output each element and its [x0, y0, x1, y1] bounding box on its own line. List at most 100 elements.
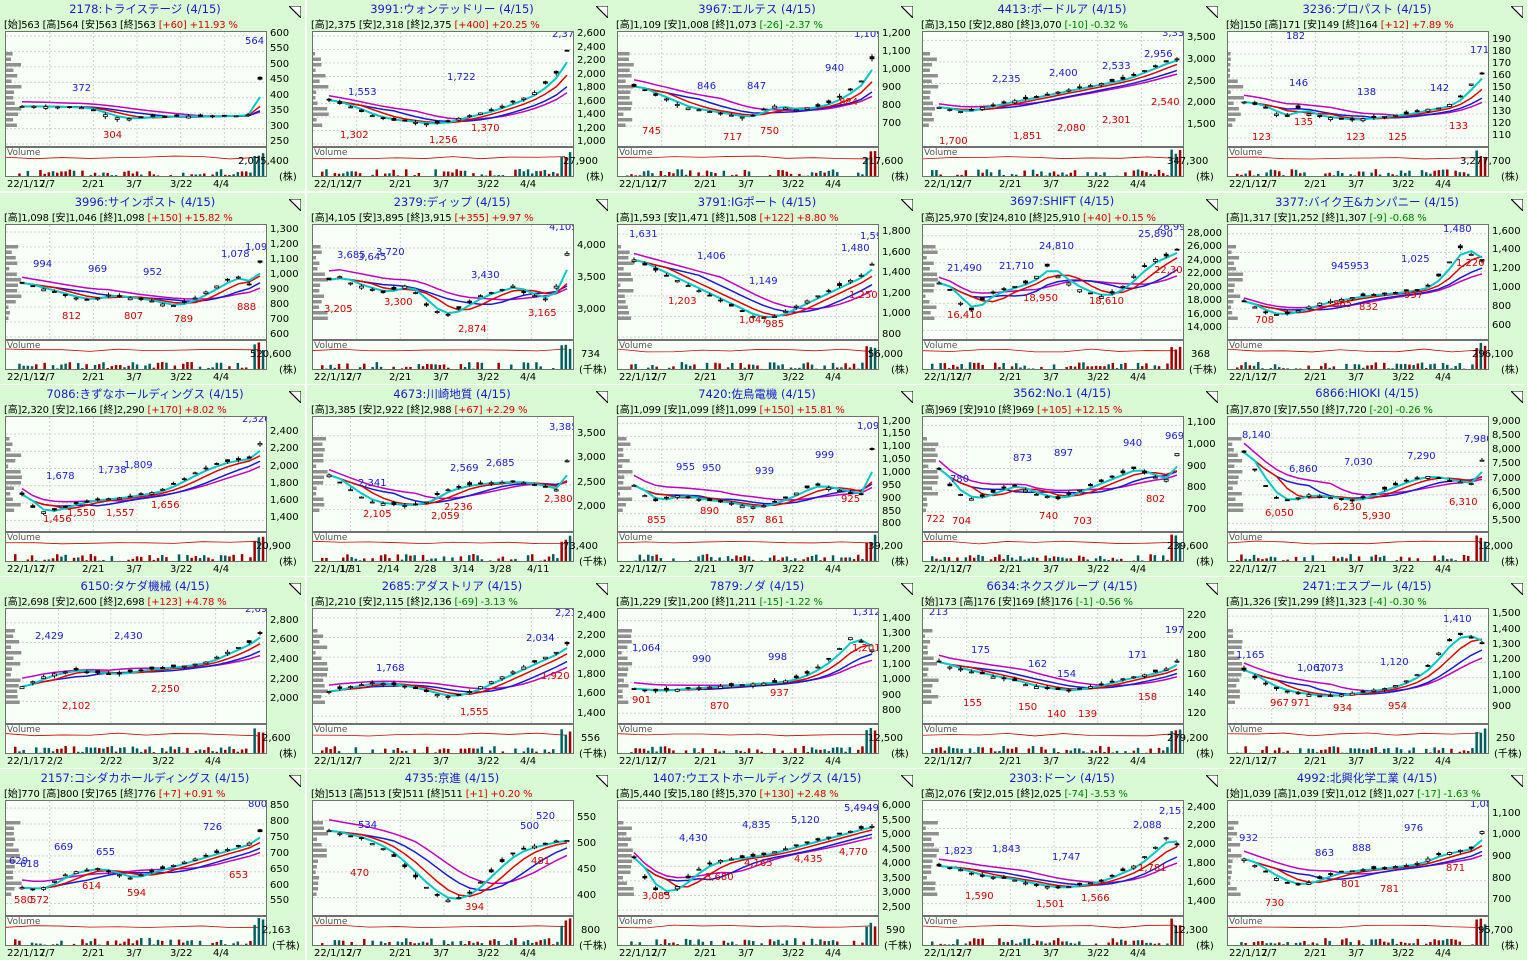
- corner-fold-icon[interactable]: [901, 388, 913, 400]
- corner-fold-icon[interactable]: [289, 772, 301, 784]
- volume-profile-bar: [923, 284, 935, 288]
- volume-bar: [861, 174, 864, 177]
- stock-panel[interactable]: 3791:IGポート (4/15)[高]1,593 [安]1,471 [終]1,…: [612, 193, 917, 384]
- stock-panel[interactable]: 3562:No.1 (4/15)[高]969 [安]910 [終]969 [+1…: [917, 385, 1222, 576]
- volume-bar: [321, 943, 324, 946]
- stock-panel[interactable]: 6150:タケダ機械 (4/15)[高]2,698 [安]2,600 [終]2,…: [0, 577, 305, 768]
- corner-fold-icon[interactable]: [1511, 580, 1523, 592]
- stock-panel[interactable]: 3967:エルテス (4/15)[高]1,109 [安]1,008 [終]1,0…: [612, 0, 917, 191]
- corner-fold-icon[interactable]: [1206, 580, 1218, 592]
- volume-bar: [1116, 751, 1119, 754]
- volume-bar: [1320, 750, 1323, 754]
- candle-body: [675, 689, 679, 691]
- candle-body: [435, 894, 439, 895]
- candle-body: [664, 275, 668, 276]
- volume-bar: [1070, 366, 1073, 370]
- corner-fold-icon[interactable]: [289, 3, 301, 15]
- volume-area: Volume: [922, 724, 1184, 754]
- stock-panel[interactable]: 4992:北興化学工業 (4/15)[始]1,039 [高]1,039 [安]1…: [1222, 769, 1527, 960]
- volume-profile-bar: [6, 284, 18, 288]
- stock-panel[interactable]: 2685:アダストリア (4/15)[高]2,210 [安]2,115 [終]2…: [307, 577, 612, 768]
- high-marker-label: 1,631: [629, 229, 658, 240]
- stock-panel[interactable]: 7879:ノダ (4/15)[高]1,229 [安]1,200 [終]1,211…: [612, 577, 917, 768]
- volume-bar: [998, 367, 1001, 370]
- volume-bar: [199, 558, 202, 562]
- volume-bar: [1154, 944, 1157, 946]
- high-marker-label: 26,990: [1157, 224, 1184, 233]
- stock-panel[interactable]: 2471:エスプール (4/15)[高]1,326 [安]1,299 [終]1,…: [1222, 577, 1527, 768]
- stock-panel[interactable]: 3991:ウォンテッドリー (4/15)[高]2,375 [安]2,318 [終…: [307, 0, 612, 191]
- volume-profile-bar: [618, 107, 631, 111]
- volume-bar: [35, 747, 38, 754]
- volume-bar: [1341, 753, 1344, 754]
- stock-panel[interactable]: 3377:バイク王&カンパニー (4/15)[高]1,317 [安]1,252 …: [1222, 193, 1527, 384]
- stock-panel[interactable]: 2157:コシダカホールディングス (4/15)[始]770 [高]800 [安…: [0, 769, 305, 960]
- x-tick-label: 2/21: [694, 179, 716, 190]
- stock-panel[interactable]: 1407:ウエストホールディングス (4/15)[高]5,440 [安]5,18…: [612, 769, 917, 960]
- stock-panel[interactable]: 7420:佐鳥電機 (4/15)[高]1,099 [安]1,099 [終]1,0…: [612, 385, 917, 576]
- volume-bar: [27, 366, 30, 370]
- corner-fold-icon[interactable]: [1206, 388, 1218, 400]
- corner-fold-icon[interactable]: [1511, 196, 1523, 208]
- volume-bar: [363, 939, 366, 946]
- corner-fold-icon[interactable]: [901, 580, 913, 592]
- corner-fold-icon[interactable]: [289, 580, 301, 592]
- corner-fold-icon[interactable]: [596, 580, 608, 592]
- volume-bar: [1103, 752, 1106, 754]
- stock-panel[interactable]: 3236:プロパスト (4/15)[始]150 [高]171 [安]149 [終…: [1222, 0, 1527, 191]
- volume-bar: [31, 555, 34, 562]
- volume-bar: [148, 938, 151, 946]
- x-tick-label: 2/21: [82, 948, 104, 959]
- volume-bar: [1400, 749, 1403, 754]
- corner-fold-icon[interactable]: [1206, 3, 1218, 15]
- stock-panel[interactable]: 4413:ボードルア (4/15)[高]3,150 [安]2,880 [終]3,…: [917, 0, 1222, 191]
- stock-panel[interactable]: 3996:サインポスト (4/15)[高]1,098 [安]1,046 [終]1…: [0, 193, 305, 384]
- volume-svg: [313, 917, 574, 946]
- corner-fold-icon[interactable]: [901, 3, 913, 15]
- volume-unit-label: (株): [1196, 553, 1214, 568]
- stock-panel[interactable]: 2379:ディップ (4/15)[高]4,105 [安]3,895 [終]3,9…: [307, 193, 612, 384]
- corner-fold-icon[interactable]: [596, 3, 608, 15]
- stock-panel[interactable]: 4735:京進 (4/15)[始]513 [高]513 [安]511 [終]51…: [307, 769, 612, 960]
- stock-panel[interactable]: 2178:トライステージ (4/15)[始]563 [高]564 [安]563 …: [0, 0, 305, 191]
- corner-fold-icon[interactable]: [1511, 388, 1523, 400]
- corner-fold-icon[interactable]: [901, 772, 913, 784]
- corner-fold-icon[interactable]: [596, 388, 608, 400]
- volume-bar: [514, 369, 517, 370]
- stock-panel[interactable]: 2303:ドーン (4/15)[高]2,076 [安]2,015 [終]2,02…: [917, 769, 1222, 960]
- y-tick-label: 2,000: [270, 693, 299, 704]
- low-marker-label: 18,610: [1089, 296, 1124, 307]
- volume-max-label: 56,000: [868, 349, 903, 360]
- candle-body: [489, 483, 493, 484]
- corner-fold-icon[interactable]: [1511, 772, 1523, 784]
- corner-fold-icon[interactable]: [1206, 196, 1218, 208]
- corner-fold-icon[interactable]: [289, 196, 301, 208]
- stock-panel[interactable]: 6634:ネクスグループ (4/15)[始]173 [高]176 [安]169 …: [917, 577, 1222, 768]
- corner-fold-icon[interactable]: [596, 196, 608, 208]
- candle-body: [359, 838, 363, 839]
- corner-fold-icon[interactable]: [289, 388, 301, 400]
- volume-profile-bar: [1228, 509, 1243, 513]
- x-tick-label: 2/7: [39, 179, 55, 190]
- corner-fold-icon[interactable]: [1206, 772, 1218, 784]
- candle-body: [1307, 695, 1311, 697]
- corner-fold-icon[interactable]: [901, 196, 913, 208]
- candle-body: [370, 289, 374, 290]
- volume-label: Volume: [1229, 341, 1262, 351]
- volume-profile-bar: [6, 635, 13, 639]
- candle-body: [435, 121, 439, 123]
- volume-bar: [1354, 175, 1357, 177]
- corner-fold-icon[interactable]: [1511, 3, 1523, 15]
- volume-max-label: 800: [581, 925, 600, 936]
- volume-bar: [798, 174, 801, 177]
- stock-panel[interactable]: 7086:きずなホールディングス (4/15)[高]2,320 [安]2,166…: [0, 385, 305, 576]
- stock-panel[interactable]: 3697:SHIFT (4/15)[高]25,970 [安]24,810 [終]…: [917, 193, 1222, 384]
- volume-bar: [765, 176, 768, 177]
- stock-panel[interactable]: 6866:HIOKI (4/15)[高]7,870 [安]7,550 [終]7,…: [1222, 385, 1527, 576]
- stock-panel[interactable]: 4673:川崎地質 (4/15)[高]3,385 [安]2,922 [終]2,9…: [307, 385, 612, 576]
- corner-fold-icon[interactable]: [596, 772, 608, 784]
- price-change: [+1] +0.20 %: [466, 789, 533, 800]
- x-tick-label: 3/7: [738, 179, 754, 190]
- low-marker-label: 1,550: [67, 508, 96, 519]
